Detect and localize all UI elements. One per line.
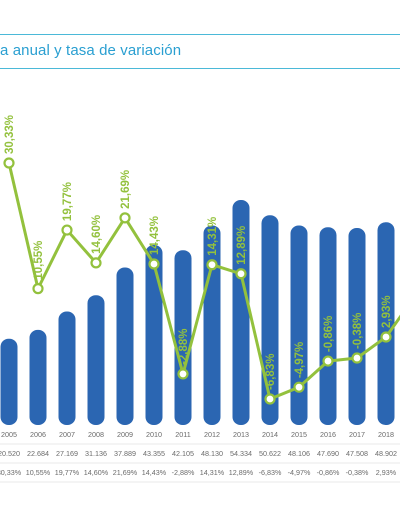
table-cell-value-2005: 20.520: [0, 449, 20, 458]
table-cell-value-2007: 27.169: [56, 449, 78, 458]
growth-rate-label-2008: 14,60%: [91, 215, 103, 254]
table-cell-value-2010: 43.355: [143, 449, 165, 458]
growth-rate-label-2014: -6,83%: [265, 354, 277, 390]
data-table: 2005 2006 2007 2008 2009 2010 2011 2012 2013 2014…: [0, 430, 400, 483]
table-cell-value-2008: 31.136: [85, 449, 107, 458]
bar-2007: [58, 311, 76, 425]
table-cell-year-2006: 2006: [30, 430, 46, 439]
growth-rate-label-2018: 2,93%: [381, 295, 393, 328]
table-cell-rate-2008: 14,60%: [84, 468, 109, 477]
growth-rate-label-2017: -0,38%: [352, 313, 364, 349]
bar-2014: [261, 215, 279, 425]
table-cell-rate-2015: -4,97%: [288, 468, 311, 477]
bar-2009: [116, 267, 134, 425]
table-cell-value-2011: 42.105: [172, 449, 194, 458]
table-cell-value-2013: 54.334: [230, 449, 252, 458]
bar-series: [0, 200, 395, 425]
bar-2013: [232, 200, 250, 425]
top-divider: [0, 34, 400, 35]
growth-rate-label-2005: 30,33%: [4, 115, 16, 154]
growth-rate-point-2008: [90, 257, 102, 269]
growth-rate-point-2014: [264, 393, 276, 405]
bar-2016: [319, 227, 337, 425]
table-cell-rate-2014: -6,83%: [259, 468, 282, 477]
table-cell-value-2018: 48.902: [375, 449, 397, 458]
table-cell-year-2012: 2012: [204, 430, 220, 439]
growth-rate-point-2017: [351, 352, 363, 364]
title-divider: [0, 68, 400, 69]
table-cell-value-2016: 47.690: [317, 449, 339, 458]
growth-rate-label-2007: 19,77%: [62, 182, 74, 221]
bar-2018: [377, 222, 395, 425]
growth-rate-label-2016: -0,86%: [323, 316, 335, 352]
table-cell-year-2017: 2017: [349, 430, 365, 439]
bar-2005: [0, 338, 18, 425]
table-cell-value-2012: 48.130: [201, 449, 223, 458]
table-cell-rate-2011: -2,88%: [172, 468, 195, 477]
growth-rate-point-2018: [380, 331, 392, 343]
table-cell-year-2007: 2007: [59, 430, 75, 439]
bar-2008: [87, 295, 105, 425]
table-cell-year-2015: 2015: [291, 430, 307, 439]
bar-2006: [29, 329, 47, 425]
table-cell-year-2005: 2005: [1, 430, 17, 439]
table-cell-rate-2010: 14,43%: [142, 468, 167, 477]
growth-rate-label-2011: -2,88%: [178, 328, 190, 364]
table-cell-rate-2009: 21,69%: [113, 468, 138, 477]
table-cell-value-2014: 50.622: [259, 449, 281, 458]
bar-2010: [145, 245, 163, 425]
bar-2011: [174, 250, 192, 425]
table-cell-value-2015: 48.106: [288, 449, 310, 458]
table-cell-rate-2017: -0,38%: [346, 468, 369, 477]
table-cell-year-2011: 2011: [175, 430, 190, 439]
table-cell-year-2013: 2013: [233, 430, 249, 439]
growth-rate-point-2013: [235, 268, 247, 280]
growth-rate-label-2009: 21,69%: [120, 170, 132, 209]
growth-rate-label-2010: 14,43%: [149, 216, 161, 255]
growth-rate-point-2009: [119, 212, 131, 224]
table-cell-rate-2007: 19,77%: [55, 468, 80, 477]
growth-rate-point-2006: [32, 283, 44, 295]
growth-rate-point-2016: [322, 355, 334, 367]
table-cell-rate-2006: 10,55%: [26, 468, 51, 477]
growth-rate-point-2015: [293, 381, 305, 393]
table-cell-value-2017: 47.508: [346, 449, 368, 458]
growth-rate-labels: 30,33% 10,55% 19,77% 14,60% 21,69% 14,43% -2,8…: [4, 115, 393, 390]
table-cell-value-2006: 22.684: [27, 449, 49, 458]
table-cell-year-2014: 2014: [262, 430, 278, 439]
growth-rate-point-2007: [61, 224, 73, 236]
growth-rate-label-2015: -4,97%: [294, 342, 306, 378]
table-cell-year-2016: 2016: [320, 430, 336, 439]
growth-rate-point-2010: [148, 258, 160, 270]
table-cell-year-2010: 2010: [146, 430, 162, 439]
growth-rate-point-2012: [206, 259, 218, 271]
table-cell-year-2018: 2018: [378, 430, 394, 439]
table-cell-year-2009: 2009: [117, 430, 133, 439]
table-cell-rate-2013: 12,89%: [229, 468, 254, 477]
bar-2017: [348, 228, 366, 425]
growth-rate-point-2005: [3, 157, 15, 169]
table-cell-rate-2012: 14,31%: [200, 468, 225, 477]
table-cell-year-2008: 2008: [88, 430, 104, 439]
growth-rate-point-2011: [177, 368, 189, 380]
table-cell-rate-2018: 2,93%: [376, 468, 397, 477]
table-cell-value-2009: 37.889: [114, 449, 136, 458]
growth-rate-label-2013: 12,89%: [236, 226, 248, 265]
bar-2015: [290, 225, 308, 425]
chart-title: a anual y tasa de variación: [0, 42, 182, 59]
growth-rate-label-2012: 14,31%: [207, 217, 219, 256]
growth-rate-series: [3, 157, 400, 405]
table-cell-rate-2005: 30,33%: [0, 468, 22, 477]
table-cell-rate-2016: -0,86%: [317, 468, 340, 477]
growth-rate-label-2006: 10,55%: [33, 241, 45, 280]
